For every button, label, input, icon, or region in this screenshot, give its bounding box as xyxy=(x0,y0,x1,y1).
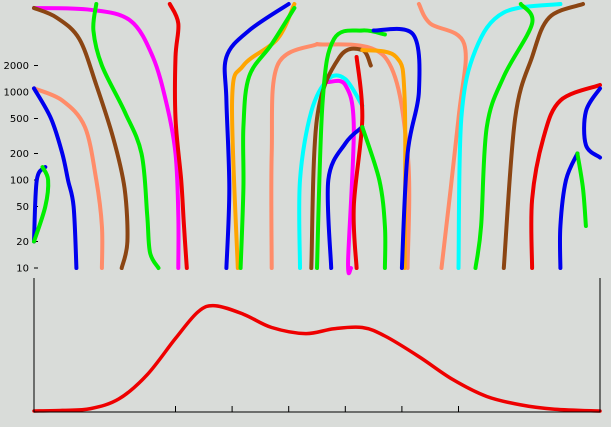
top-series-line-1 xyxy=(32,6,130,270)
bottom-x-ticks xyxy=(175,406,459,412)
top-panel-series xyxy=(32,2,602,276)
top-series-line-2 xyxy=(91,2,161,270)
top-series-line-16 xyxy=(351,55,365,270)
top-series-line-20 xyxy=(371,26,422,270)
top-series-line-11 xyxy=(269,42,319,270)
top-series-line-15 xyxy=(325,125,365,270)
y-tick-label: 50 xyxy=(16,202,29,213)
y-tick-label: 200 xyxy=(10,149,29,160)
top-y-ticks: 10 20 50 100 200 500 1000 2000 xyxy=(4,61,38,275)
top-series-line-29 xyxy=(575,151,588,228)
top-series-line-23 xyxy=(456,2,563,270)
top-series-line-9 xyxy=(230,2,297,270)
top-series-line-4 xyxy=(32,86,105,270)
y-tick-label: 2000 xyxy=(4,61,29,72)
y-tick-label: 100 xyxy=(10,176,29,187)
top-series-line-5 xyxy=(32,86,79,270)
bottom-panel-series xyxy=(32,303,602,413)
top-series-line-24 xyxy=(473,2,535,270)
top-series-line-22 xyxy=(416,2,468,270)
top-series-line-3 xyxy=(167,2,189,270)
top-series-line-10 xyxy=(238,6,297,270)
top-series-line-25 xyxy=(501,2,585,270)
y-tick-label: 1000 xyxy=(4,88,29,99)
top-series-line-28 xyxy=(557,151,580,270)
y-tick-label: 10 xyxy=(16,264,29,275)
y-tick-label: 20 xyxy=(16,237,29,248)
top-series-line-13 xyxy=(297,73,365,270)
top-series-line-12 xyxy=(315,42,412,270)
y-tick-label: 500 xyxy=(10,114,29,125)
bottom-series-line-0 xyxy=(32,303,602,413)
top-series-line-27 xyxy=(582,86,602,160)
top-series-line-19 xyxy=(315,28,387,270)
top-series-line-7 xyxy=(32,165,51,244)
top-series-line-8 xyxy=(222,2,291,270)
top-series-line-26 xyxy=(529,83,602,270)
top-series-line-21 xyxy=(360,125,388,270)
